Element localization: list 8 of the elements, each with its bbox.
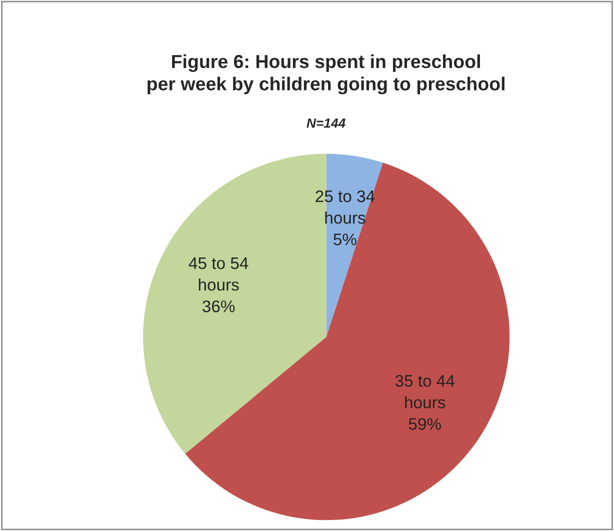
- pie-slice: [185, 162, 510, 520]
- slice-label: 45 to 54 hours: [188, 257, 248, 291]
- chart-title: Figure 6: Hours spent in preschool per week by children going to preschool: [148, 54, 504, 94]
- chart-subtitle: N=144: [306, 118, 346, 128]
- data-label: 36%: [202, 300, 235, 312]
- slice-label: 35 to 44 hours: [395, 374, 454, 408]
- data-label: 59%: [408, 418, 441, 430]
- data-label: 5%: [334, 234, 356, 246]
